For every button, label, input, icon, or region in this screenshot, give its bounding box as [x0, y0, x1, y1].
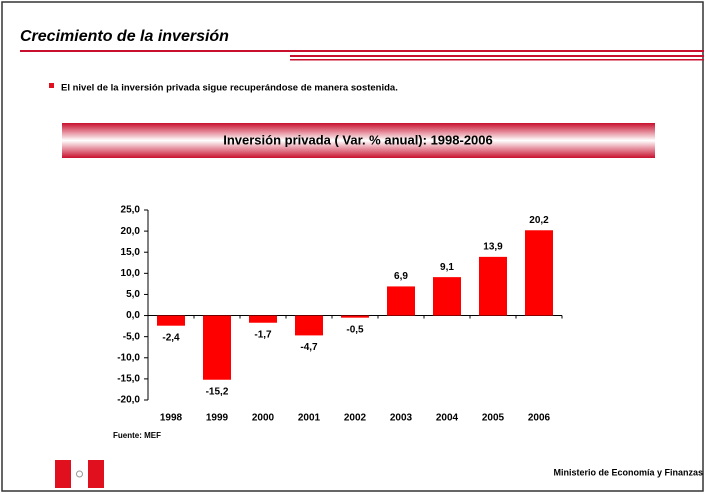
flag-stripe [55, 460, 71, 488]
value-label: 9,1 [440, 262, 454, 273]
bar [295, 315, 323, 336]
chart-title-band [62, 123, 655, 158]
value-label: -0,5 [346, 324, 364, 335]
x-tick-label: 1999 [206, 413, 229, 424]
y-tick-label: 0,0 [126, 310, 140, 321]
y-tick-label: -15,0 [117, 374, 140, 385]
value-label: -1,7 [254, 329, 272, 340]
x-tick-label: 2001 [298, 413, 321, 424]
x-tick-label: 2004 [436, 413, 459, 424]
bar [433, 277, 461, 316]
bar [203, 315, 231, 380]
y-tick-label: 20,0 [121, 226, 141, 237]
title-rule [290, 55, 704, 57]
source: Fuente: MEF [113, 431, 161, 440]
title-rule [20, 50, 704, 52]
y-tick-label: -10,0 [117, 352, 140, 363]
x-tick-label: 2002 [344, 413, 367, 424]
value-label: 6,9 [394, 271, 408, 282]
flag-stripe [71, 460, 88, 488]
bar [387, 286, 415, 316]
y-tick-label: -5,0 [123, 331, 141, 342]
value-label: -2,4 [162, 332, 180, 343]
value-label: -4,7 [300, 342, 318, 353]
chart-title: Inversión privada ( Var. % anual): 1998-… [223, 132, 493, 147]
x-tick-label: 2005 [482, 413, 505, 424]
y-tick-label: -20,0 [117, 395, 140, 406]
title-rule [290, 59, 704, 61]
x-tick-label: 2006 [528, 413, 551, 424]
x-tick-label: 2000 [252, 413, 275, 424]
bar [341, 315, 369, 318]
slide-title: Crecimiento de la inversión [20, 28, 229, 45]
bullet-marker [49, 83, 54, 88]
value-label: -15,2 [206, 386, 229, 397]
x-tick-label: 2003 [390, 413, 413, 424]
value-label: 20,2 [529, 215, 549, 226]
bar [157, 315, 185, 326]
bar [525, 230, 553, 316]
x-tick-label: 1998 [160, 413, 183, 424]
y-tick-label: 25,0 [121, 205, 141, 216]
bar [479, 256, 507, 316]
footer: Ministerio de Economía y Finanzas [553, 467, 703, 477]
flag [55, 460, 104, 488]
flag-stripe [88, 460, 104, 488]
y-tick-label: 15,0 [121, 247, 141, 258]
value-label: 13,9 [483, 242, 503, 253]
bar [249, 315, 277, 323]
bullet-text: El nivel de la inversión privada sigue r… [61, 83, 398, 94]
flag-emblem [76, 470, 83, 478]
y-tick-label: 10,0 [121, 268, 141, 279]
y-tick-label: 5,0 [126, 289, 140, 300]
